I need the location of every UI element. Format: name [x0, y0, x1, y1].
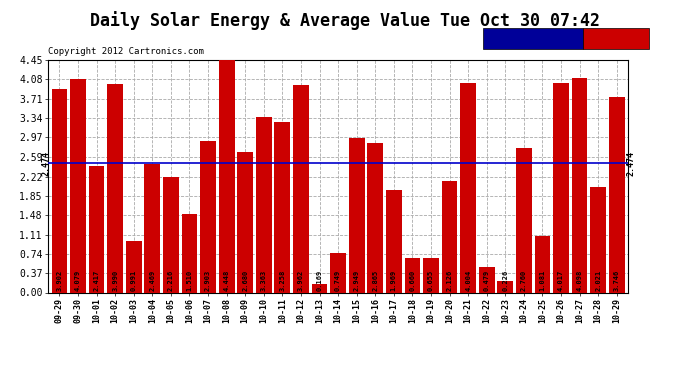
Text: 2.417: 2.417: [94, 270, 99, 291]
Bar: [200, 141, 216, 292]
Bar: [52, 88, 68, 292]
Bar: [89, 166, 104, 292]
Text: 1.510: 1.510: [186, 270, 193, 291]
Bar: [386, 190, 402, 292]
Bar: [293, 86, 309, 292]
Text: 3.363: 3.363: [261, 270, 267, 291]
Bar: [181, 214, 197, 292]
Text: 1.969: 1.969: [391, 270, 397, 291]
Text: 2.949: 2.949: [354, 270, 359, 291]
Text: 3.962: 3.962: [298, 270, 304, 291]
Bar: [553, 82, 569, 292]
Bar: [144, 164, 160, 292]
Bar: [404, 258, 420, 292]
Text: 3.746: 3.746: [613, 270, 620, 291]
Bar: [516, 148, 532, 292]
Bar: [312, 284, 328, 292]
Text: 4.004: 4.004: [465, 270, 471, 291]
Text: 2.865: 2.865: [372, 270, 378, 291]
Text: 0.991: 0.991: [130, 270, 137, 291]
Bar: [479, 267, 495, 292]
Text: 2.216: 2.216: [168, 270, 174, 291]
Bar: [126, 241, 141, 292]
Text: 0.660: 0.660: [409, 270, 415, 291]
Text: 0.479: 0.479: [484, 270, 490, 291]
Text: 3.258: 3.258: [279, 270, 286, 291]
Bar: [460, 83, 476, 292]
Bar: [70, 80, 86, 292]
Text: 4.079: 4.079: [75, 270, 81, 291]
Text: Daily  ($): Daily ($): [589, 34, 642, 43]
Bar: [275, 122, 290, 292]
Text: 4.448: 4.448: [224, 270, 230, 291]
Bar: [107, 84, 123, 292]
Text: 0.749: 0.749: [335, 270, 341, 291]
Text: Average  ($): Average ($): [500, 34, 565, 43]
Text: 2.474: 2.474: [41, 151, 50, 176]
Text: 3.990: 3.990: [112, 270, 118, 291]
Text: 0.655: 0.655: [428, 270, 434, 291]
Bar: [219, 60, 235, 292]
Bar: [256, 117, 272, 292]
Bar: [163, 177, 179, 292]
Text: 1.081: 1.081: [540, 270, 546, 291]
Bar: [442, 182, 457, 292]
Text: 2.903: 2.903: [205, 270, 211, 291]
Bar: [572, 78, 587, 292]
Text: 2.760: 2.760: [521, 270, 527, 291]
Text: 3.902: 3.902: [57, 270, 63, 291]
Text: 2.469: 2.469: [149, 270, 155, 291]
Bar: [423, 258, 439, 292]
Text: 4.017: 4.017: [558, 270, 564, 291]
Text: 2.680: 2.680: [242, 270, 248, 291]
Bar: [609, 97, 624, 292]
Text: 2.126: 2.126: [446, 270, 453, 291]
Bar: [237, 153, 253, 292]
Bar: [590, 187, 606, 292]
Text: 2.474: 2.474: [626, 151, 635, 176]
Bar: [331, 254, 346, 292]
Bar: [367, 143, 383, 292]
Text: 0.169: 0.169: [317, 270, 322, 291]
Bar: [497, 281, 513, 292]
Text: 4.098: 4.098: [577, 270, 582, 291]
Bar: [535, 236, 551, 292]
Bar: [348, 138, 364, 292]
Text: 2.021: 2.021: [595, 270, 601, 291]
Text: Daily Solar Energy & Average Value Tue Oct 30 07:42: Daily Solar Energy & Average Value Tue O…: [90, 11, 600, 30]
Text: Copyright 2012 Cartronics.com: Copyright 2012 Cartronics.com: [48, 47, 204, 56]
Text: 0.226: 0.226: [502, 270, 509, 291]
